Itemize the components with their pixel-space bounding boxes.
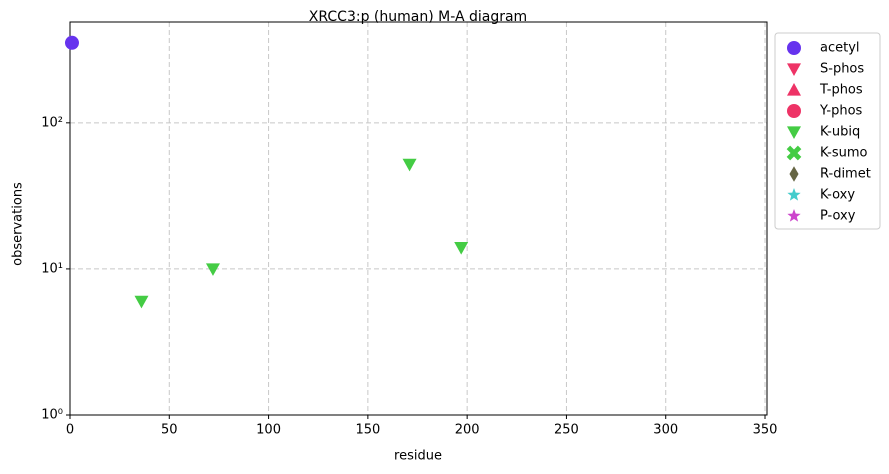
- legend-label: Y-phos: [819, 104, 863, 119]
- data-point: [134, 295, 149, 309]
- legend-label: K-oxy: [820, 188, 855, 203]
- x-axis-label: residue: [394, 449, 442, 464]
- data-point: [205, 263, 220, 276]
- x-tick-label: 150: [355, 423, 380, 438]
- x-tick-label: 0: [66, 423, 74, 438]
- x-tick-label: 350: [753, 423, 778, 438]
- y-tick-label: 10⁰: [41, 408, 63, 423]
- legend-label: T-phos: [819, 83, 863, 98]
- y-tick-label: 10¹: [41, 261, 63, 276]
- y-tick-label: 10²: [41, 115, 63, 130]
- legend-marker: [787, 126, 801, 139]
- legend-label: P-oxy: [820, 209, 856, 224]
- legend-box: [774, 32, 881, 230]
- x-tick-label: 200: [455, 423, 480, 438]
- plot-frame: [69, 21, 768, 416]
- legend-label: acetyl: [820, 41, 860, 56]
- legend-marker: [787, 63, 801, 76]
- legend-marker: [789, 166, 799, 182]
- legend-label: S-phos: [820, 62, 864, 77]
- legend-label: K-ubiq: [820, 125, 860, 140]
- legend-marker: [787, 188, 801, 201]
- legend-marker: [787, 41, 801, 55]
- data-point: [402, 158, 417, 172]
- data-point: [454, 241, 469, 255]
- legend-marker: [787, 104, 801, 118]
- y-axis-label: observations: [11, 182, 26, 266]
- legend-label: R-dimet: [820, 167, 871, 182]
- x-tick-label: 300: [653, 423, 678, 438]
- x-tick-label: 100: [256, 423, 281, 438]
- legend-marker: [786, 145, 802, 161]
- chart-title: XRCC3:p (human) M-A diagram: [309, 9, 527, 25]
- legend-marker: [787, 209, 801, 222]
- legend-label: K-sumo: [820, 146, 868, 161]
- legend-marker: [787, 83, 801, 96]
- data-point: [64, 35, 79, 50]
- x-tick-label: 250: [554, 423, 579, 438]
- x-tick-label: 50: [161, 423, 178, 438]
